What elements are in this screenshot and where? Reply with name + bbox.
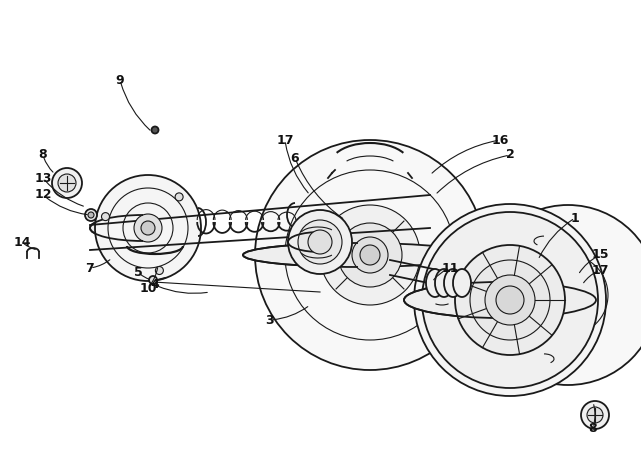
- Circle shape: [101, 213, 110, 220]
- Ellipse shape: [435, 269, 453, 297]
- Text: 3: 3: [265, 314, 274, 326]
- Ellipse shape: [134, 214, 162, 242]
- Circle shape: [151, 126, 158, 133]
- Circle shape: [52, 168, 82, 198]
- Text: 7: 7: [86, 262, 94, 275]
- Text: 6: 6: [290, 152, 299, 164]
- Circle shape: [149, 276, 157, 284]
- Circle shape: [85, 209, 97, 221]
- Ellipse shape: [414, 204, 606, 396]
- Ellipse shape: [496, 286, 524, 314]
- Circle shape: [581, 401, 609, 429]
- Ellipse shape: [320, 205, 420, 305]
- Circle shape: [155, 266, 163, 275]
- Ellipse shape: [243, 243, 473, 267]
- Text: 8: 8: [38, 149, 47, 162]
- Ellipse shape: [422, 212, 598, 388]
- Ellipse shape: [470, 260, 550, 340]
- Ellipse shape: [141, 221, 155, 235]
- Ellipse shape: [360, 245, 380, 265]
- Text: 17: 17: [591, 264, 609, 276]
- Text: 12: 12: [34, 189, 52, 201]
- Circle shape: [175, 193, 183, 201]
- Text: 4: 4: [151, 278, 160, 292]
- Text: 9: 9: [115, 74, 124, 86]
- Text: 14: 14: [13, 236, 31, 248]
- Circle shape: [587, 407, 603, 423]
- Ellipse shape: [352, 237, 388, 273]
- Ellipse shape: [338, 223, 402, 287]
- Ellipse shape: [426, 269, 444, 297]
- Ellipse shape: [444, 269, 462, 297]
- Ellipse shape: [255, 140, 485, 370]
- Text: 15: 15: [591, 248, 609, 262]
- Ellipse shape: [485, 275, 535, 325]
- Ellipse shape: [404, 282, 596, 318]
- Ellipse shape: [90, 215, 196, 241]
- Text: 1: 1: [570, 211, 579, 225]
- Text: 2: 2: [506, 149, 514, 162]
- Circle shape: [88, 212, 94, 218]
- Text: 17: 17: [276, 133, 294, 146]
- Ellipse shape: [455, 245, 565, 355]
- Text: 13: 13: [35, 171, 52, 184]
- Ellipse shape: [478, 205, 641, 385]
- Text: 8: 8: [588, 421, 597, 435]
- Ellipse shape: [288, 210, 352, 274]
- Ellipse shape: [95, 175, 201, 281]
- Text: 5: 5: [133, 266, 142, 278]
- Ellipse shape: [308, 230, 332, 254]
- Ellipse shape: [453, 269, 471, 297]
- Ellipse shape: [298, 220, 342, 264]
- Circle shape: [58, 174, 76, 192]
- Text: 16: 16: [491, 133, 509, 146]
- Text: 10: 10: [139, 282, 157, 294]
- Text: 11: 11: [441, 262, 459, 275]
